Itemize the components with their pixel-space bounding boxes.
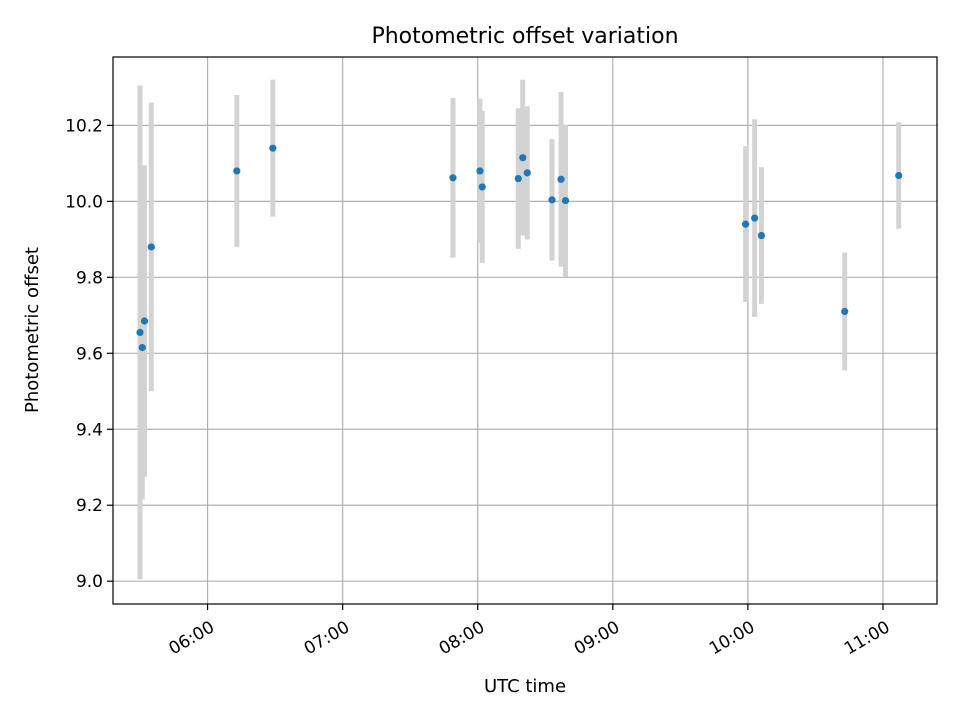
data-point — [561, 196, 570, 205]
y-axis-ticks: 9.0 9.2 9.4 9.6 9.8 10.0 10.2 — [65, 116, 113, 592]
y-tick-label: 9.2 — [76, 496, 103, 516]
data-point — [138, 343, 146, 352]
data-point — [269, 144, 277, 152]
y-tick-label: 9.6 — [76, 344, 103, 364]
y-tick-label: 10.0 — [65, 192, 103, 212]
y-tick-label: 9.0 — [76, 572, 103, 592]
data-point — [478, 183, 486, 191]
data-point — [548, 196, 556, 204]
data-point — [136, 328, 144, 336]
data-point — [742, 220, 750, 228]
y-axis-label: Photometric offset — [22, 247, 43, 413]
data-point — [895, 171, 903, 180]
data-point — [514, 174, 522, 183]
data-point — [841, 307, 849, 316]
y-tick-label: 10.2 — [65, 116, 103, 136]
x-axis-label: UTC time — [484, 676, 566, 697]
y-tick-label: 9.8 — [76, 268, 103, 288]
data-point — [233, 167, 241, 175]
data-point — [140, 317, 149, 325]
data-point — [519, 154, 527, 162]
data-point — [757, 231, 765, 240]
chart-title: Photometric offset variation — [371, 24, 678, 49]
data-point — [751, 214, 759, 222]
plot-area-frame — [112, 56, 938, 605]
data-point — [147, 243, 155, 251]
data-point — [476, 167, 484, 175]
data-point — [449, 174, 457, 182]
data-point — [557, 175, 565, 183]
y-tick-label: 9.4 — [76, 420, 103, 440]
data-points — [136, 144, 903, 352]
data-point — [523, 169, 531, 177]
